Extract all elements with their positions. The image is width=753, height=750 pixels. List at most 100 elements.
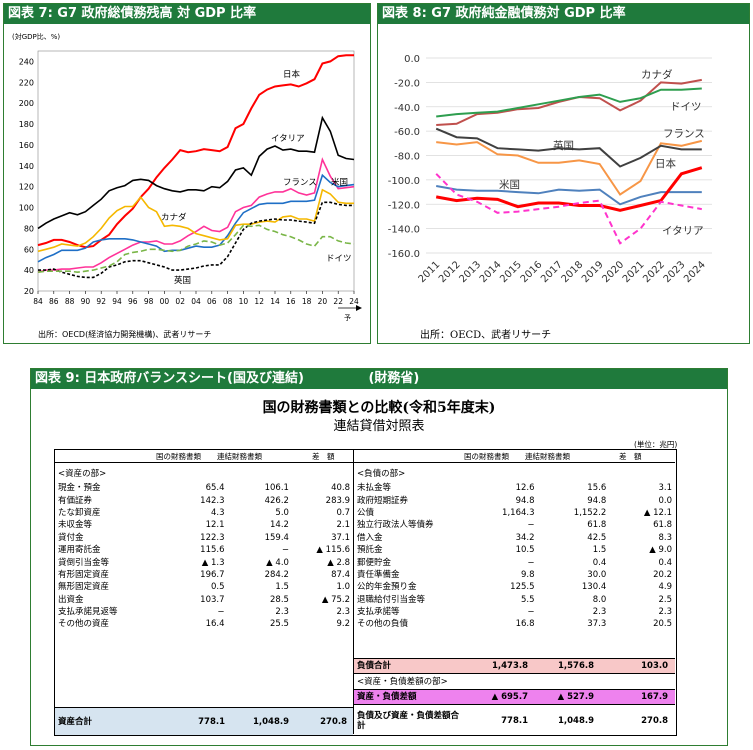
asset-row: その他の資産 16.4 25.5 9.2	[55, 618, 353, 630]
fig8-ytick: -100.0	[388, 176, 420, 187]
row-label: 責任準備金	[357, 569, 400, 580]
fig8-series-label: 日本	[655, 157, 676, 170]
row-value: ▲ 2.8	[327, 557, 350, 568]
liability-row: 借入金 34.2 42.5 8.3	[354, 532, 675, 544]
fig7-chart: (対GDP比、%)2040608010012014016018020022024…	[12, 32, 362, 322]
row-label: 有形固定資産	[58, 569, 110, 580]
row-value: 426.2	[264, 495, 289, 506]
fig7-series-line	[37, 188, 354, 253]
fig7-series-label: 英国	[174, 275, 191, 286]
row-label: 支払承諾見返等	[58, 607, 118, 618]
row-label: 現金・預金	[58, 483, 101, 494]
row-value: 8.3	[658, 532, 672, 543]
bs-header-line	[54, 462, 675, 463]
row-label: 公債	[357, 507, 375, 518]
fig8-series-label: 英国	[553, 139, 574, 152]
fig8-ytick: -80.0	[394, 152, 420, 163]
assets-table: 現金・預金 65.4 106.1 40.8 有価証券 142.3 426.2 283.9 たな卸…	[55, 482, 353, 631]
fig7-xtick: 20	[318, 297, 328, 306]
fig8-xtick: 2023	[662, 259, 688, 285]
row-value: 196.7	[200, 569, 225, 580]
fig8-xtick: 2024	[682, 259, 708, 285]
fig7-source: 出所：OECD(経済協力開発機構)、武者リサーチ	[38, 330, 212, 339]
total-value: 1,576.8	[557, 661, 594, 671]
fig8-series-label: フランス	[663, 128, 705, 140]
asset-row: 貸倒引当金等 ▲ 1.3 ▲ 4.0 ▲ 2.8	[55, 556, 353, 568]
fig7-xtick: 00	[160, 297, 170, 306]
fig8-ytick: -20.0	[394, 78, 420, 89]
fig8-panel: 図表 8: G7 政府純金融債務対 GDP 比率 0.0 -20.0 -40.0 -6…	[377, 3, 750, 344]
row-label: 出資金	[58, 594, 84, 605]
liab-section-label: <負債の部>	[357, 469, 406, 479]
fig7-xtick: 90	[81, 297, 91, 306]
row-value: ▲ 9.0	[649, 545, 672, 556]
fig8-series-label: ドイツ	[670, 101, 702, 113]
fig7-series-label: ドイツ	[326, 254, 352, 264]
fig9-header-source: (財務省)	[368, 371, 420, 386]
row-label: その他の資産	[58, 619, 110, 630]
total-value: 1,048.9	[252, 716, 289, 727]
row-label: 支払承諾等	[357, 607, 400, 618]
fig7-xtick: 02	[175, 297, 185, 306]
asset-row: 運用寄託金 115.6 − ▲ 115.6	[55, 544, 353, 556]
fig8-header: 図表 8: G7 政府純金融債務対 GDP 比率	[378, 4, 749, 24]
row-value: 130.4	[581, 582, 607, 593]
row-value: 12.6	[515, 483, 535, 494]
row-value: 122.3	[200, 532, 225, 543]
fig7-series-label: フランス	[283, 178, 317, 188]
row-value: 8.0	[592, 594, 607, 605]
fig7-xtick: 24	[349, 297, 359, 306]
row-value: 4.3	[210, 507, 225, 518]
fig7-series-line	[38, 201, 354, 279]
row-value: 14.2	[270, 520, 289, 531]
liab-total-row: 負債合計 1,473.8 1,576.8 103.0	[354, 658, 675, 674]
asset-row: 無形固定資産 0.5 1.5 1.0	[55, 581, 353, 593]
fig8-ytick: -140.0	[388, 225, 420, 236]
fig8-series-line	[436, 139, 703, 196]
row-value: 1.5	[592, 545, 607, 556]
grand-total-row: 負債及び資産・負債差額合計 778.1 1,048.9 270.8	[354, 707, 675, 734]
fig7-xtick: 06	[207, 297, 217, 306]
row-value: 2.3	[658, 607, 672, 618]
row-value: 30.0	[587, 569, 607, 580]
liability-row: 公的年金預り金 125.5 130.4 4.9	[354, 581, 675, 593]
total-value: ▲ 527.9	[557, 692, 594, 702]
asset-row: 未収金等 12.1 14.2 2.1	[55, 519, 353, 531]
row-value: 0.5	[210, 582, 225, 593]
row-value: 115.6	[200, 545, 225, 556]
fig7-series-label: 米国	[331, 177, 348, 188]
row-value: 0.0	[658, 495, 672, 506]
fig7-series-line	[37, 54, 354, 249]
liability-row: 独立行政法人等債券 − 61.8 61.8	[354, 519, 675, 531]
fig7-xtick: 96	[128, 297, 138, 306]
row-value: 20.2	[653, 569, 672, 580]
row-value: 15.6	[587, 483, 607, 494]
row-label: 貸倒引当金等	[58, 557, 110, 568]
total-value: 1,473.8	[491, 661, 528, 671]
row-value: 106.1	[264, 483, 289, 494]
row-value: 37.3	[587, 619, 607, 630]
total-value: 778.1	[198, 716, 225, 727]
asset-col-header-1: 国の財務書類	[156, 452, 201, 461]
row-value: 40.8	[331, 483, 350, 494]
total-value: 270.8	[320, 716, 347, 727]
fig8-series-line	[436, 78, 702, 126]
total-value: 270.8	[641, 715, 668, 726]
row-value: 94.8	[515, 495, 535, 506]
fig8-xtick: 2019	[580, 259, 606, 285]
fig8-ytick: -40.0	[394, 103, 420, 114]
fig8-series-line	[436, 185, 702, 206]
fig8-series-label: カナダ	[641, 68, 673, 81]
fig8-ytick: -160.0	[388, 249, 420, 260]
fig7-ytick: 180	[19, 120, 34, 129]
row-value: 0.4	[658, 557, 672, 568]
fig7-series-label: イタリア	[271, 134, 305, 144]
row-label: 政府短期証券	[357, 495, 409, 506]
fig7-xtick: 98	[144, 297, 154, 306]
fig7-xtick: 94	[112, 297, 122, 306]
row-value: 142.3	[200, 495, 225, 506]
row-value: 4.9	[658, 582, 672, 593]
row-value: 61.8	[587, 520, 607, 531]
total-value: 167.9	[641, 692, 668, 702]
fig8-ytick: -60.0	[394, 127, 420, 138]
